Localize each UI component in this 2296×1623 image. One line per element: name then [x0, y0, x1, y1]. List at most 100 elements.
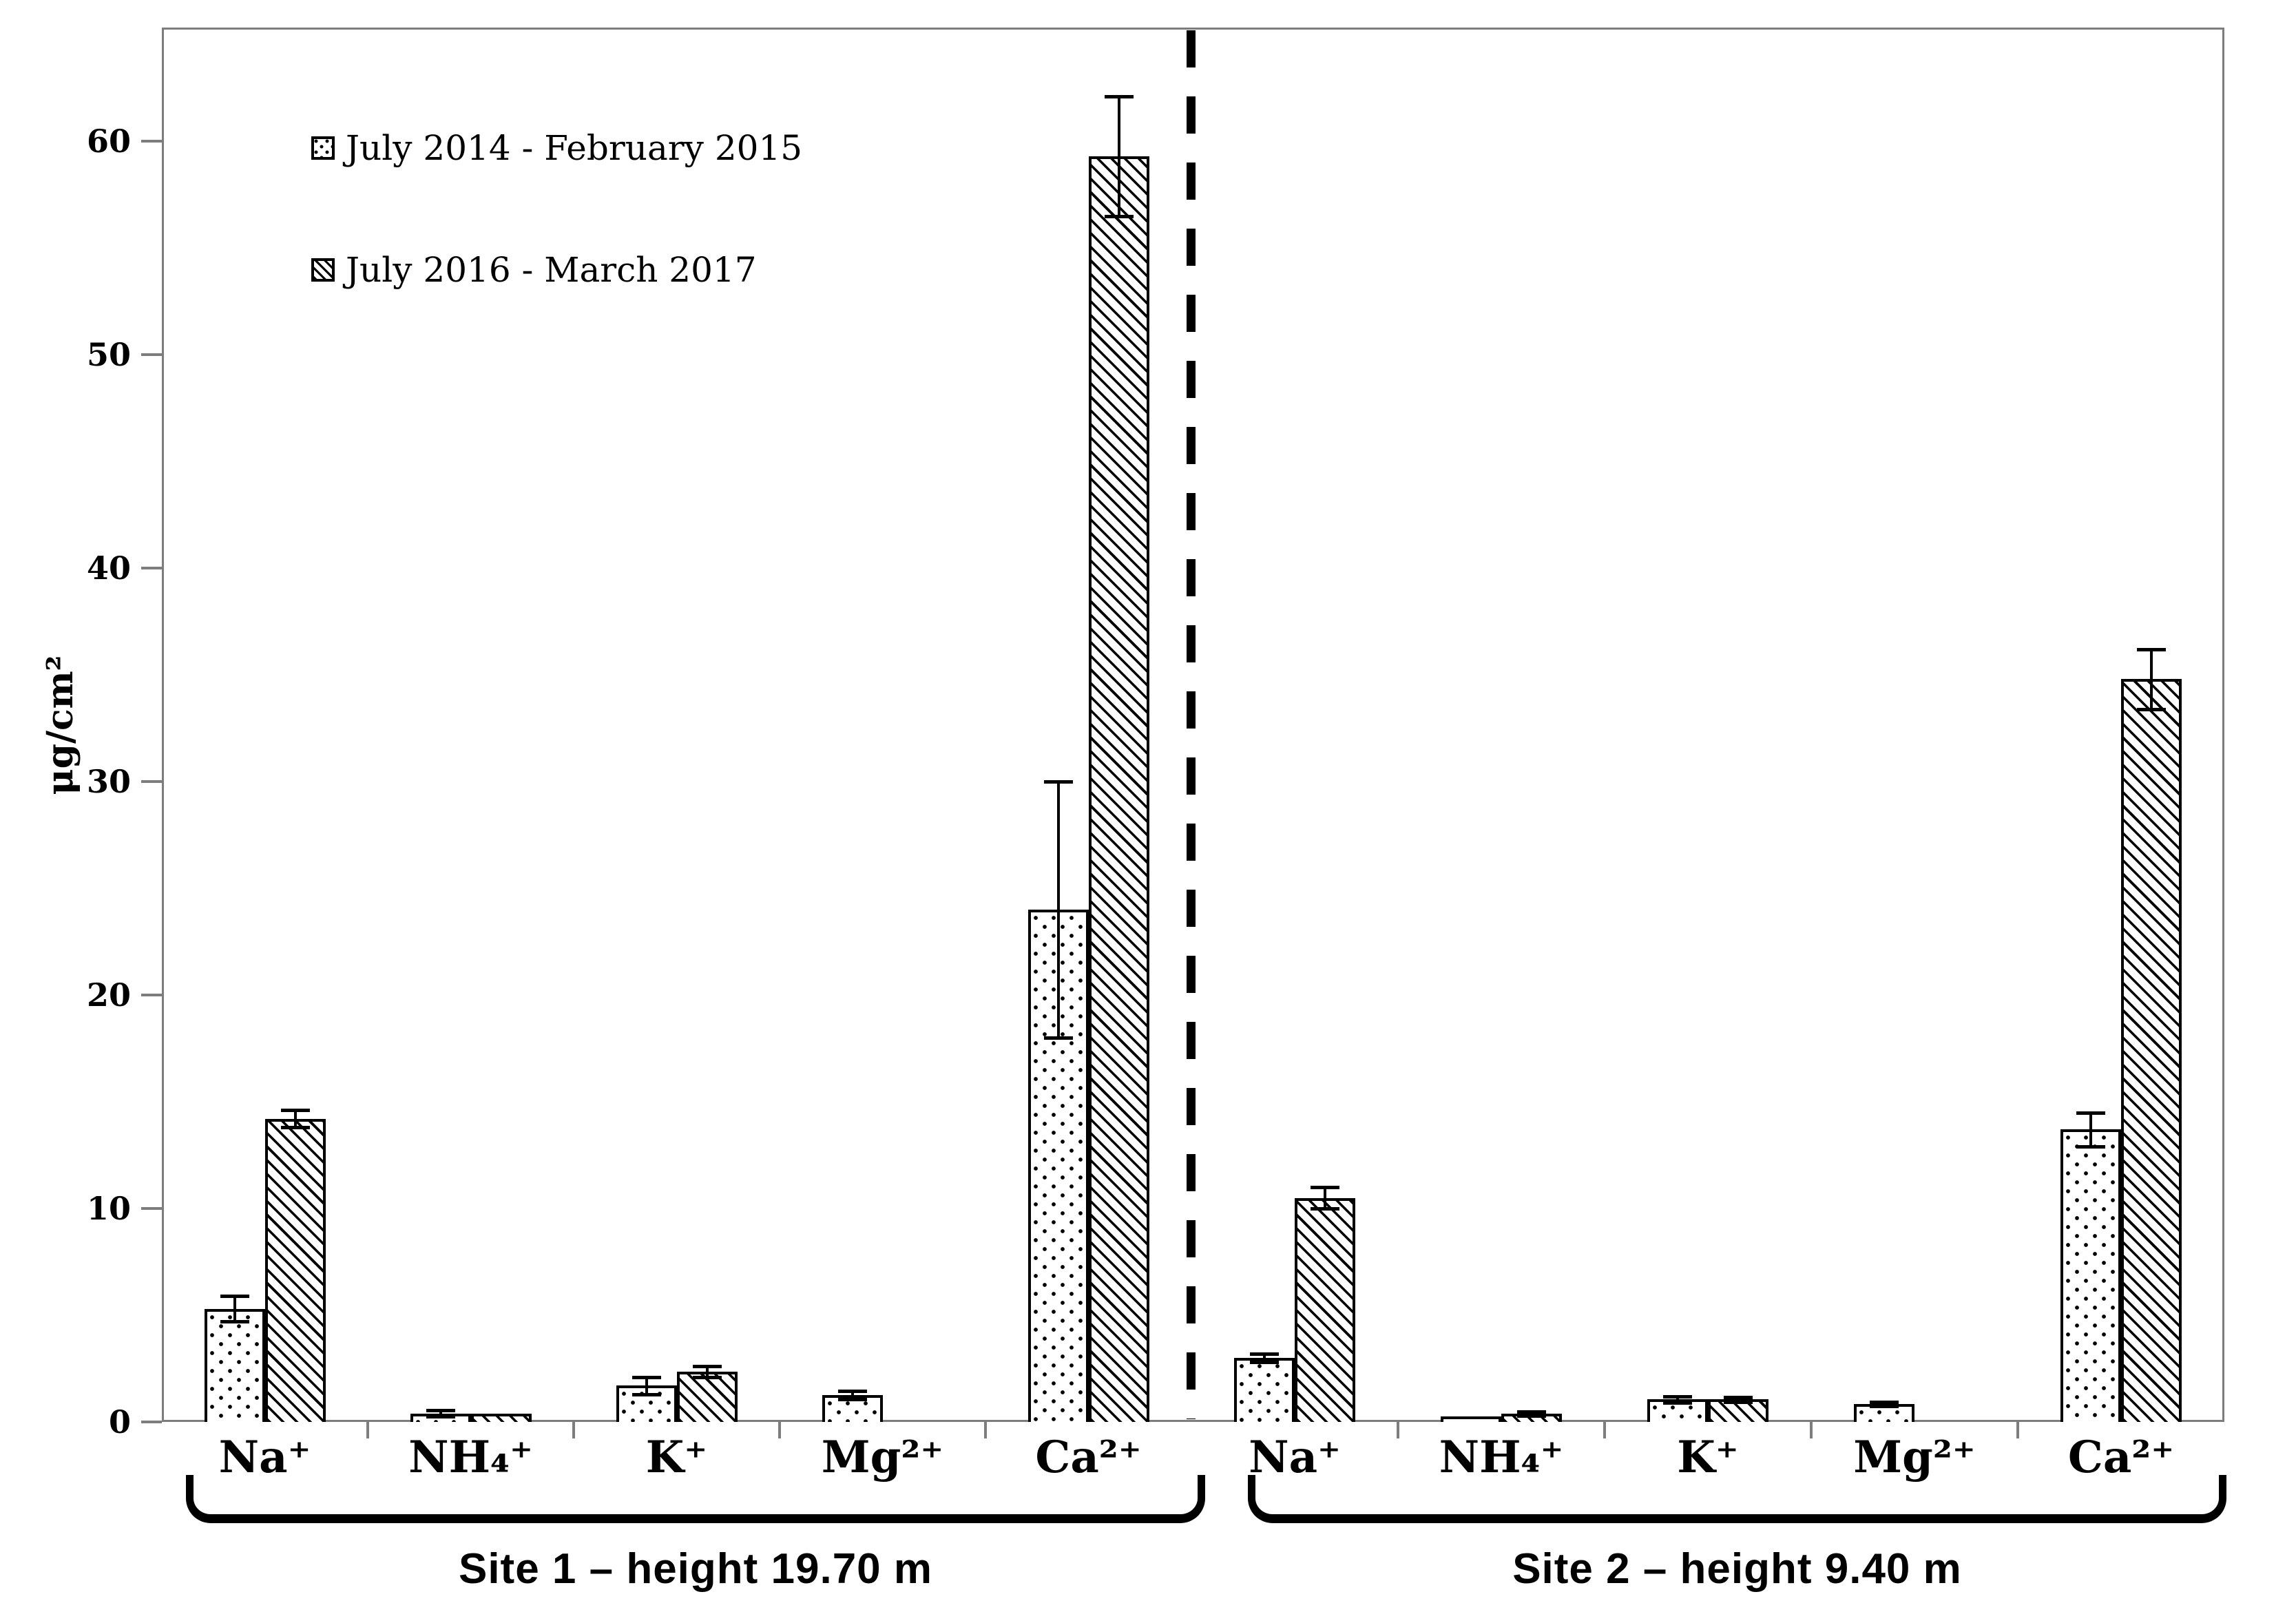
- group-label: NH₄⁺: [1439, 1432, 1564, 1483]
- bar-hatch: [676, 1372, 738, 1422]
- legend-item-label: July 2016 - March 2017: [346, 250, 757, 290]
- error-bar-cap: [1104, 214, 1134, 218]
- error-bar: [1117, 96, 1120, 216]
- bar-dots: [822, 1395, 883, 1422]
- error-bar-cap: [1663, 1394, 1692, 1399]
- error-bar-cap: [1517, 1414, 1546, 1418]
- error-bar: [1263, 1353, 1266, 1363]
- error-bar-cap: [632, 1392, 661, 1396]
- legend-swatch-dots-icon: [311, 136, 335, 160]
- error-bar: [1324, 1187, 1326, 1208]
- error-bar-cap: [1663, 1401, 1692, 1405]
- error-bar-cap: [1517, 1410, 1546, 1414]
- error-bar: [1530, 1411, 1533, 1416]
- error-bar-cap: [632, 1375, 661, 1379]
- bar-dots: [1441, 1416, 1501, 1422]
- x-axis-tick: [366, 1422, 369, 1438]
- error-bar-cap: [1250, 1352, 1279, 1356]
- error-bar-cap: [1724, 1400, 1753, 1404]
- error-bar-cap: [426, 1415, 455, 1419]
- y-axis-tick: [141, 140, 162, 143]
- y-axis-tick: [141, 1421, 162, 1423]
- error-bar-cap: [692, 1365, 722, 1369]
- y-axis-tick: [141, 567, 162, 569]
- error-bar-cap: [837, 1390, 867, 1394]
- bar-dots: [1234, 1358, 1295, 1422]
- error-bar: [233, 1296, 236, 1322]
- y-axis-tick: [141, 780, 162, 783]
- site-divider-line: [1187, 30, 1196, 1419]
- error-bar-cap: [1043, 780, 1073, 784]
- site-label: Site 1 – height 19.70 m: [458, 1545, 933, 1593]
- bar-hatch: [2121, 679, 2182, 1422]
- error-bar-cap: [2137, 647, 2166, 651]
- error-bar-cap: [692, 1375, 722, 1379]
- group-label: K⁺: [645, 1432, 708, 1483]
- error-bar: [293, 1110, 297, 1128]
- x-axis-tick: [572, 1422, 575, 1438]
- group-label: Ca²⁺: [1035, 1432, 1142, 1483]
- error-bar-cap: [1043, 1036, 1073, 1040]
- legend-swatch-hatch-icon: [311, 258, 335, 282]
- y-axis-tick: [141, 1207, 162, 1210]
- group-label: Na⁺: [218, 1432, 311, 1483]
- x-axis-tick: [1397, 1422, 1399, 1438]
- bar-hatch: [1295, 1197, 1355, 1422]
- x-axis-tick: [1810, 1422, 1813, 1438]
- group-label: Mg²⁺: [1853, 1432, 1976, 1483]
- error-bar-cap: [2137, 707, 2166, 711]
- error-bar-cap: [2076, 1111, 2105, 1115]
- error-bar-cap: [426, 1408, 455, 1412]
- error-bar-cap: [1311, 1207, 1339, 1211]
- error-bar: [850, 1391, 854, 1400]
- error-bar: [1883, 1401, 1886, 1406]
- legend-item: July 2014 - February 2015: [311, 131, 802, 165]
- error-bar-cap: [1724, 1396, 1753, 1400]
- y-axis-tick-label: 60: [86, 123, 131, 160]
- error-bar-cap: [1870, 1400, 1899, 1404]
- x-axis-tick: [778, 1422, 781, 1438]
- error-bar-cap: [220, 1320, 249, 1324]
- site-brace: [186, 1475, 1205, 1523]
- group-label: Ca²⁺: [2067, 1432, 2175, 1483]
- group-label: Na⁺: [1249, 1432, 1341, 1483]
- error-bar-cap: [1311, 1186, 1339, 1189]
- error-bar: [705, 1366, 709, 1377]
- bar-hatch: [1088, 156, 1149, 1422]
- error-bar-cap: [1104, 94, 1134, 98]
- bar-hatch: [264, 1118, 326, 1422]
- error-bar-cap: [280, 1126, 310, 1130]
- error-bar: [2150, 649, 2153, 709]
- x-axis-tick: [984, 1422, 987, 1438]
- error-bar-cap: [837, 1398, 867, 1402]
- y-axis-tick-label: 40: [86, 549, 131, 587]
- error-bar-cap: [220, 1295, 249, 1299]
- site-brace: [1248, 1475, 2226, 1523]
- group-label: NH₄⁺: [408, 1432, 533, 1483]
- y-axis-tick-label: 50: [86, 336, 131, 373]
- y-axis-tick: [141, 994, 162, 996]
- site-label: Site 2 – height 9.40 m: [1512, 1545, 1962, 1593]
- x-axis-tick: [1603, 1422, 1606, 1438]
- y-axis-tick-label: 0: [108, 1403, 131, 1441]
- y-axis-tick-label: 30: [86, 763, 131, 800]
- error-bar-cap: [1250, 1361, 1279, 1365]
- bar-hatch: [470, 1413, 532, 1422]
- y-axis-tick-label: 20: [86, 976, 131, 1014]
- legend-item: July 2016 - March 2017: [311, 253, 757, 287]
- bar-dots: [204, 1308, 265, 1422]
- group-label: K⁺: [1677, 1432, 1739, 1483]
- error-bar-cap: [1870, 1404, 1899, 1408]
- error-bar: [2089, 1112, 2092, 1147]
- error-bar: [439, 1410, 442, 1417]
- bar-dots: [616, 1385, 677, 1422]
- group-label: Mg²⁺: [821, 1432, 944, 1483]
- error-bar: [1056, 782, 1060, 1038]
- error-bar: [645, 1376, 648, 1394]
- y-axis-tick-label: 10: [86, 1190, 131, 1227]
- bar-dots: [2060, 1129, 2121, 1422]
- error-bar: [1676, 1396, 1679, 1403]
- error-bar: [1737, 1397, 1740, 1402]
- x-axis-tick: [2016, 1422, 2019, 1438]
